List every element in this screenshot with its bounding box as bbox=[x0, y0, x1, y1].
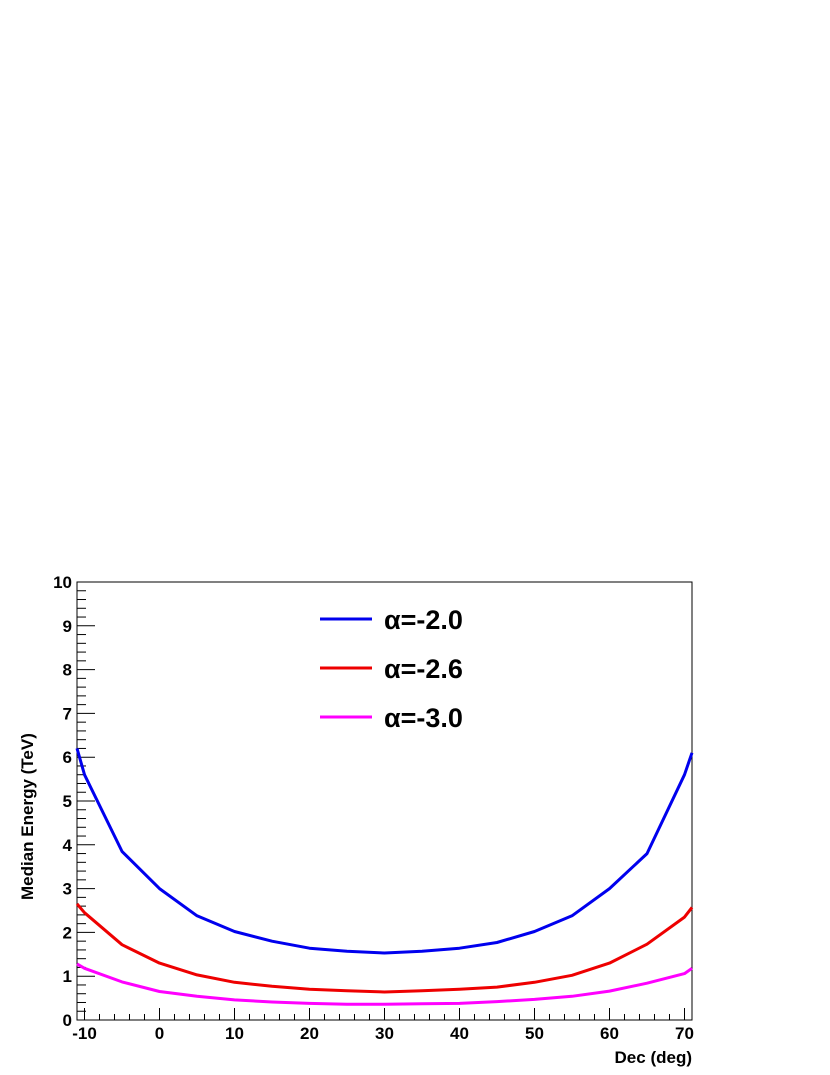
y-tick-label: 0 bbox=[63, 1011, 72, 1030]
series-line bbox=[76, 962, 693, 1006]
y-axis-title: Median Energy (TeV) bbox=[18, 733, 37, 900]
y-tick-label: 10 bbox=[53, 573, 72, 592]
x-tick-label: 30 bbox=[375, 1024, 394, 1043]
x-tick-label: 40 bbox=[450, 1024, 469, 1043]
series-line bbox=[75, 902, 694, 994]
series-lines bbox=[75, 747, 694, 1006]
x-tick-label: 70 bbox=[675, 1024, 694, 1043]
x-axis-title: Dec (deg) bbox=[615, 1048, 692, 1067]
y-tick-label: 9 bbox=[63, 617, 72, 636]
y-tick-label: 8 bbox=[63, 661, 72, 680]
legend-label: α=-2.6 bbox=[384, 654, 463, 684]
x-tick-label: -10 bbox=[72, 1024, 97, 1043]
y-tick-label: 5 bbox=[63, 792, 72, 811]
axis-ticks bbox=[77, 581, 685, 1021]
x-tick-label: 20 bbox=[300, 1024, 319, 1043]
legend: α=-2.0 α=-2.6 α=-3.0 bbox=[320, 605, 463, 733]
x-tick-label: 50 bbox=[525, 1024, 544, 1043]
x-tick-label: 60 bbox=[600, 1024, 619, 1043]
y-tick-label: 3 bbox=[63, 880, 72, 899]
legend-label: α=-2.0 bbox=[384, 605, 463, 635]
y-tick-label: 4 bbox=[63, 836, 73, 855]
y-tick-label: 6 bbox=[63, 748, 72, 767]
series-line bbox=[75, 747, 694, 955]
y-tick-label: 1 bbox=[63, 967, 72, 986]
y-tick-label: 2 bbox=[63, 923, 72, 942]
x-tick-label: 10 bbox=[225, 1024, 244, 1043]
x-tick-label: 0 bbox=[155, 1024, 164, 1043]
legend-label: α=-3.0 bbox=[384, 703, 463, 733]
y-tick-label: 7 bbox=[63, 704, 72, 723]
